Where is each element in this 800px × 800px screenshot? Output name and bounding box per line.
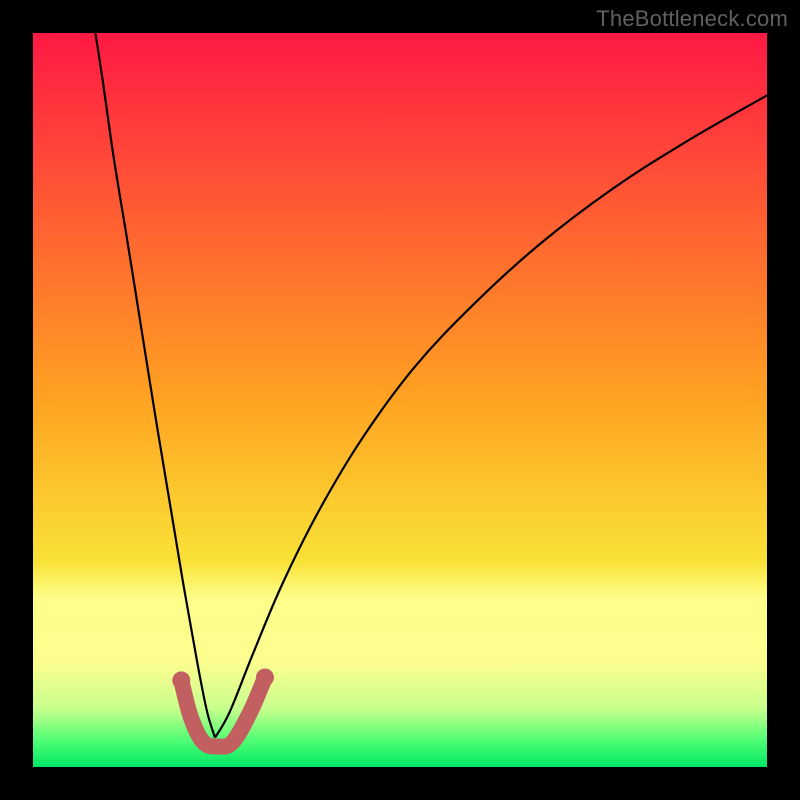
watermark-text: TheBottleneck.com — [596, 6, 788, 32]
curve-right-branch — [215, 95, 767, 737]
trough-marker-dot-left — [172, 671, 190, 689]
trough-marker-path — [181, 677, 265, 746]
bottleneck-curve-svg — [33, 33, 767, 767]
curve-left-branch — [95, 33, 215, 738]
chart-frame: TheBottleneck.com — [0, 0, 800, 800]
plot-area — [33, 33, 767, 767]
trough-marker-dot-right — [256, 668, 274, 686]
